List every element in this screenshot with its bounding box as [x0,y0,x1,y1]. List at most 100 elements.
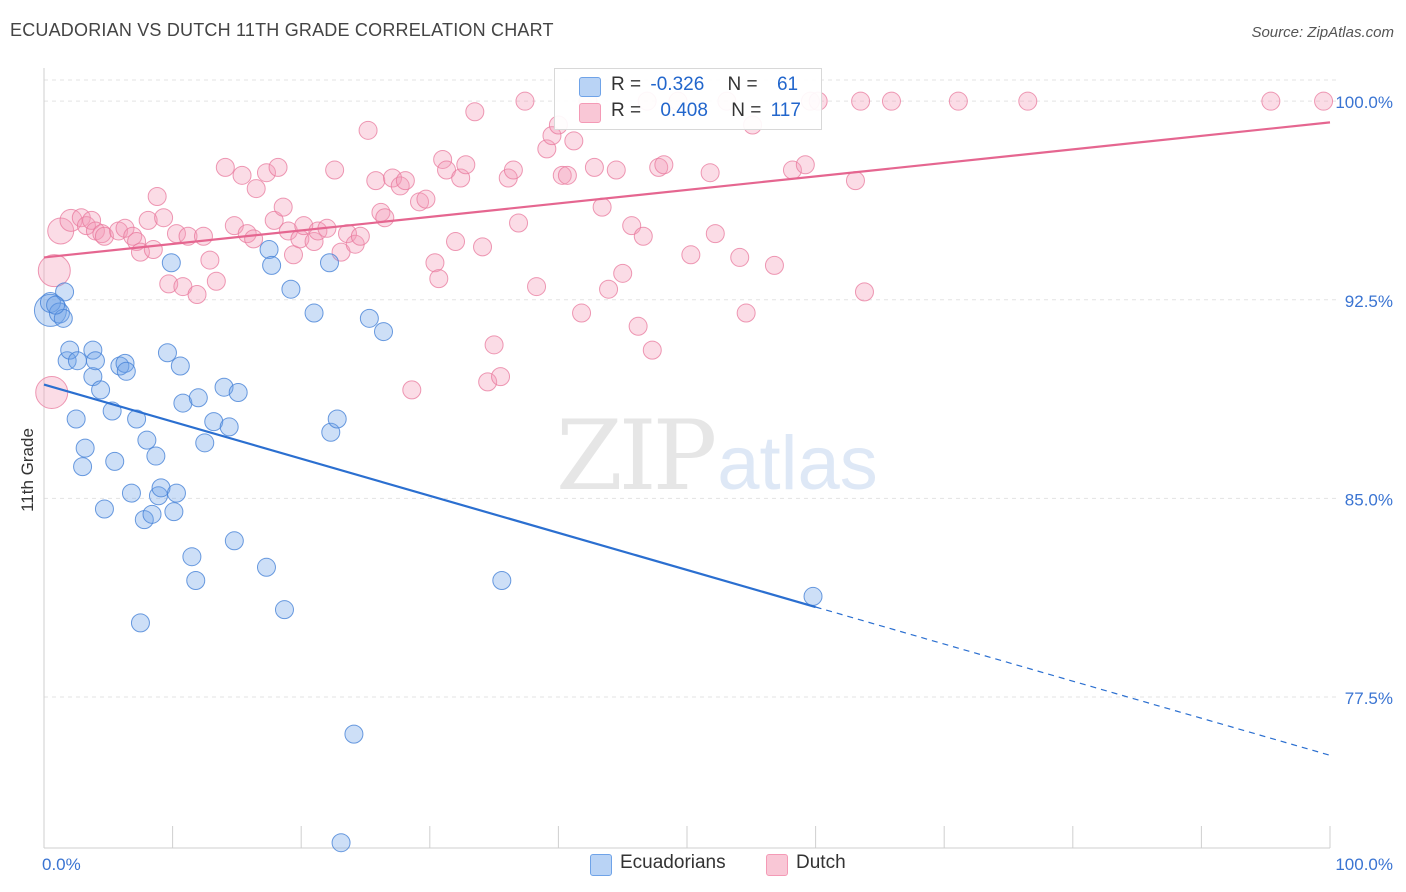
dutch-point [515,91,535,111]
dutch-point [736,303,756,323]
ecuadorian-point [214,377,234,397]
ecuadorian-point [374,322,394,342]
dutch-point [246,179,266,199]
dutch-point [395,171,415,191]
dutch-point [642,340,662,360]
dutch-point [584,157,604,177]
dutch-point [592,197,612,217]
ecuadorian-point [85,351,105,371]
dutch-point [193,226,213,246]
source-note: Source: ZipAtlas.com [1251,24,1394,41]
ecuadorian-point [262,255,282,275]
tick-labels: 77.5% 85.0% 92.5% 100.0% 0.0% 100.0% [42,93,1393,874]
dutch-point [478,372,498,392]
ecuadorian-point [115,353,135,373]
trend-lines [43,121,1331,756]
ecuadorian-point [91,380,111,400]
dutch-point [350,226,370,246]
dutch-point [599,279,619,299]
dutch-point [681,245,701,265]
legend-n-value-dutch: 117 [770,100,801,121]
dutch-point [82,210,102,230]
dutch-point [37,254,71,288]
correlation-legend: R = -0.326 N = 61 R = 0.408 N = 117 [554,68,822,130]
chart-title: ECUADORIAN VS DUTCH 11TH GRADE CORRELATI… [10,20,554,40]
dutch-point [654,155,674,175]
legend-r-value-dutch: 0.408 [660,100,708,121]
dutch-point [1261,91,1281,111]
dutch-point [854,282,874,302]
legend-n-label: N = [731,100,762,121]
ecuadorian-point [75,438,95,458]
ecuadorian-point [170,356,190,376]
dutch-point [503,160,523,180]
dutch-point [390,176,410,196]
dutch-point [564,131,584,151]
ecuadorian-point [94,499,114,519]
ecuadorian-point [142,504,162,524]
dutch-trend-line [43,121,1331,259]
ecuadorian-point [344,724,364,744]
dutch-point [851,91,871,111]
dutch-point [613,263,633,283]
dutch-point [304,232,324,252]
ecuadorian-point [55,282,75,302]
legend-swatch-dutch [579,103,601,123]
dutch-point [200,250,220,270]
x-tick-label: 100.0% [1335,855,1393,874]
ecuadorian-point [803,586,823,606]
dutch-point [429,269,449,289]
dutch-point [264,210,284,230]
ecuadorian-point [319,253,339,273]
legend-r-value-ecuadorians: -0.326 [650,74,705,95]
legend-label-dutch: Dutch [796,852,846,873]
axes [43,68,1331,849]
legend-r-label: R = [611,74,642,95]
ecuadorian-point [492,571,512,591]
ecuadorian-point [224,531,244,551]
dutch-point [268,157,288,177]
dutch-point [358,120,378,140]
ecuadorian-point [66,409,86,429]
dutch-point [881,91,901,111]
dutch-point [416,189,436,209]
dutch-point [159,274,179,294]
dutch-point [473,237,493,257]
y-axis-label: 11th Grade [18,428,37,512]
dutch-point [127,232,147,252]
dutch-point [425,253,445,273]
dutch-point [557,165,577,185]
dutch-point [1018,91,1038,111]
ecuadorian-point [186,571,206,591]
dutch-point [256,163,276,183]
y-tick-label: 85.0% [1345,490,1393,509]
ecuadorian-point [127,409,147,429]
ecuadorian-point [73,457,93,477]
ecuadorian-point [121,483,141,503]
y-tick-label: 77.5% [1345,689,1393,708]
dutch-point [700,163,720,183]
dutch-point [187,285,207,305]
dutch-point [154,208,174,228]
legend-swatch-ecuadorians [579,77,601,97]
ecuadorian-point [304,303,324,323]
ecuadorian-points [33,239,823,853]
dutch-point [402,380,422,400]
legend-n-value-ecuadorians: 61 [776,74,799,95]
ecuadorian-point [130,613,150,633]
dutch-point [509,213,529,233]
ecuadorian-point [166,483,186,503]
dutch-point [206,271,226,291]
ecuadorian-point [256,557,276,577]
dutch-point [764,255,784,275]
ecuadorian-point [281,279,301,299]
ecuadorian-trend-extension [815,606,1331,756]
dutch-point [446,232,466,252]
legend-label-ecuadorians: Ecuadorians [620,852,726,873]
y-tick-label: 92.5% [1345,292,1393,311]
dutch-point [552,165,572,185]
ecuadorian-point [359,308,379,328]
ecuadorian-point [164,502,184,522]
legend-n-label: N = [727,74,758,95]
